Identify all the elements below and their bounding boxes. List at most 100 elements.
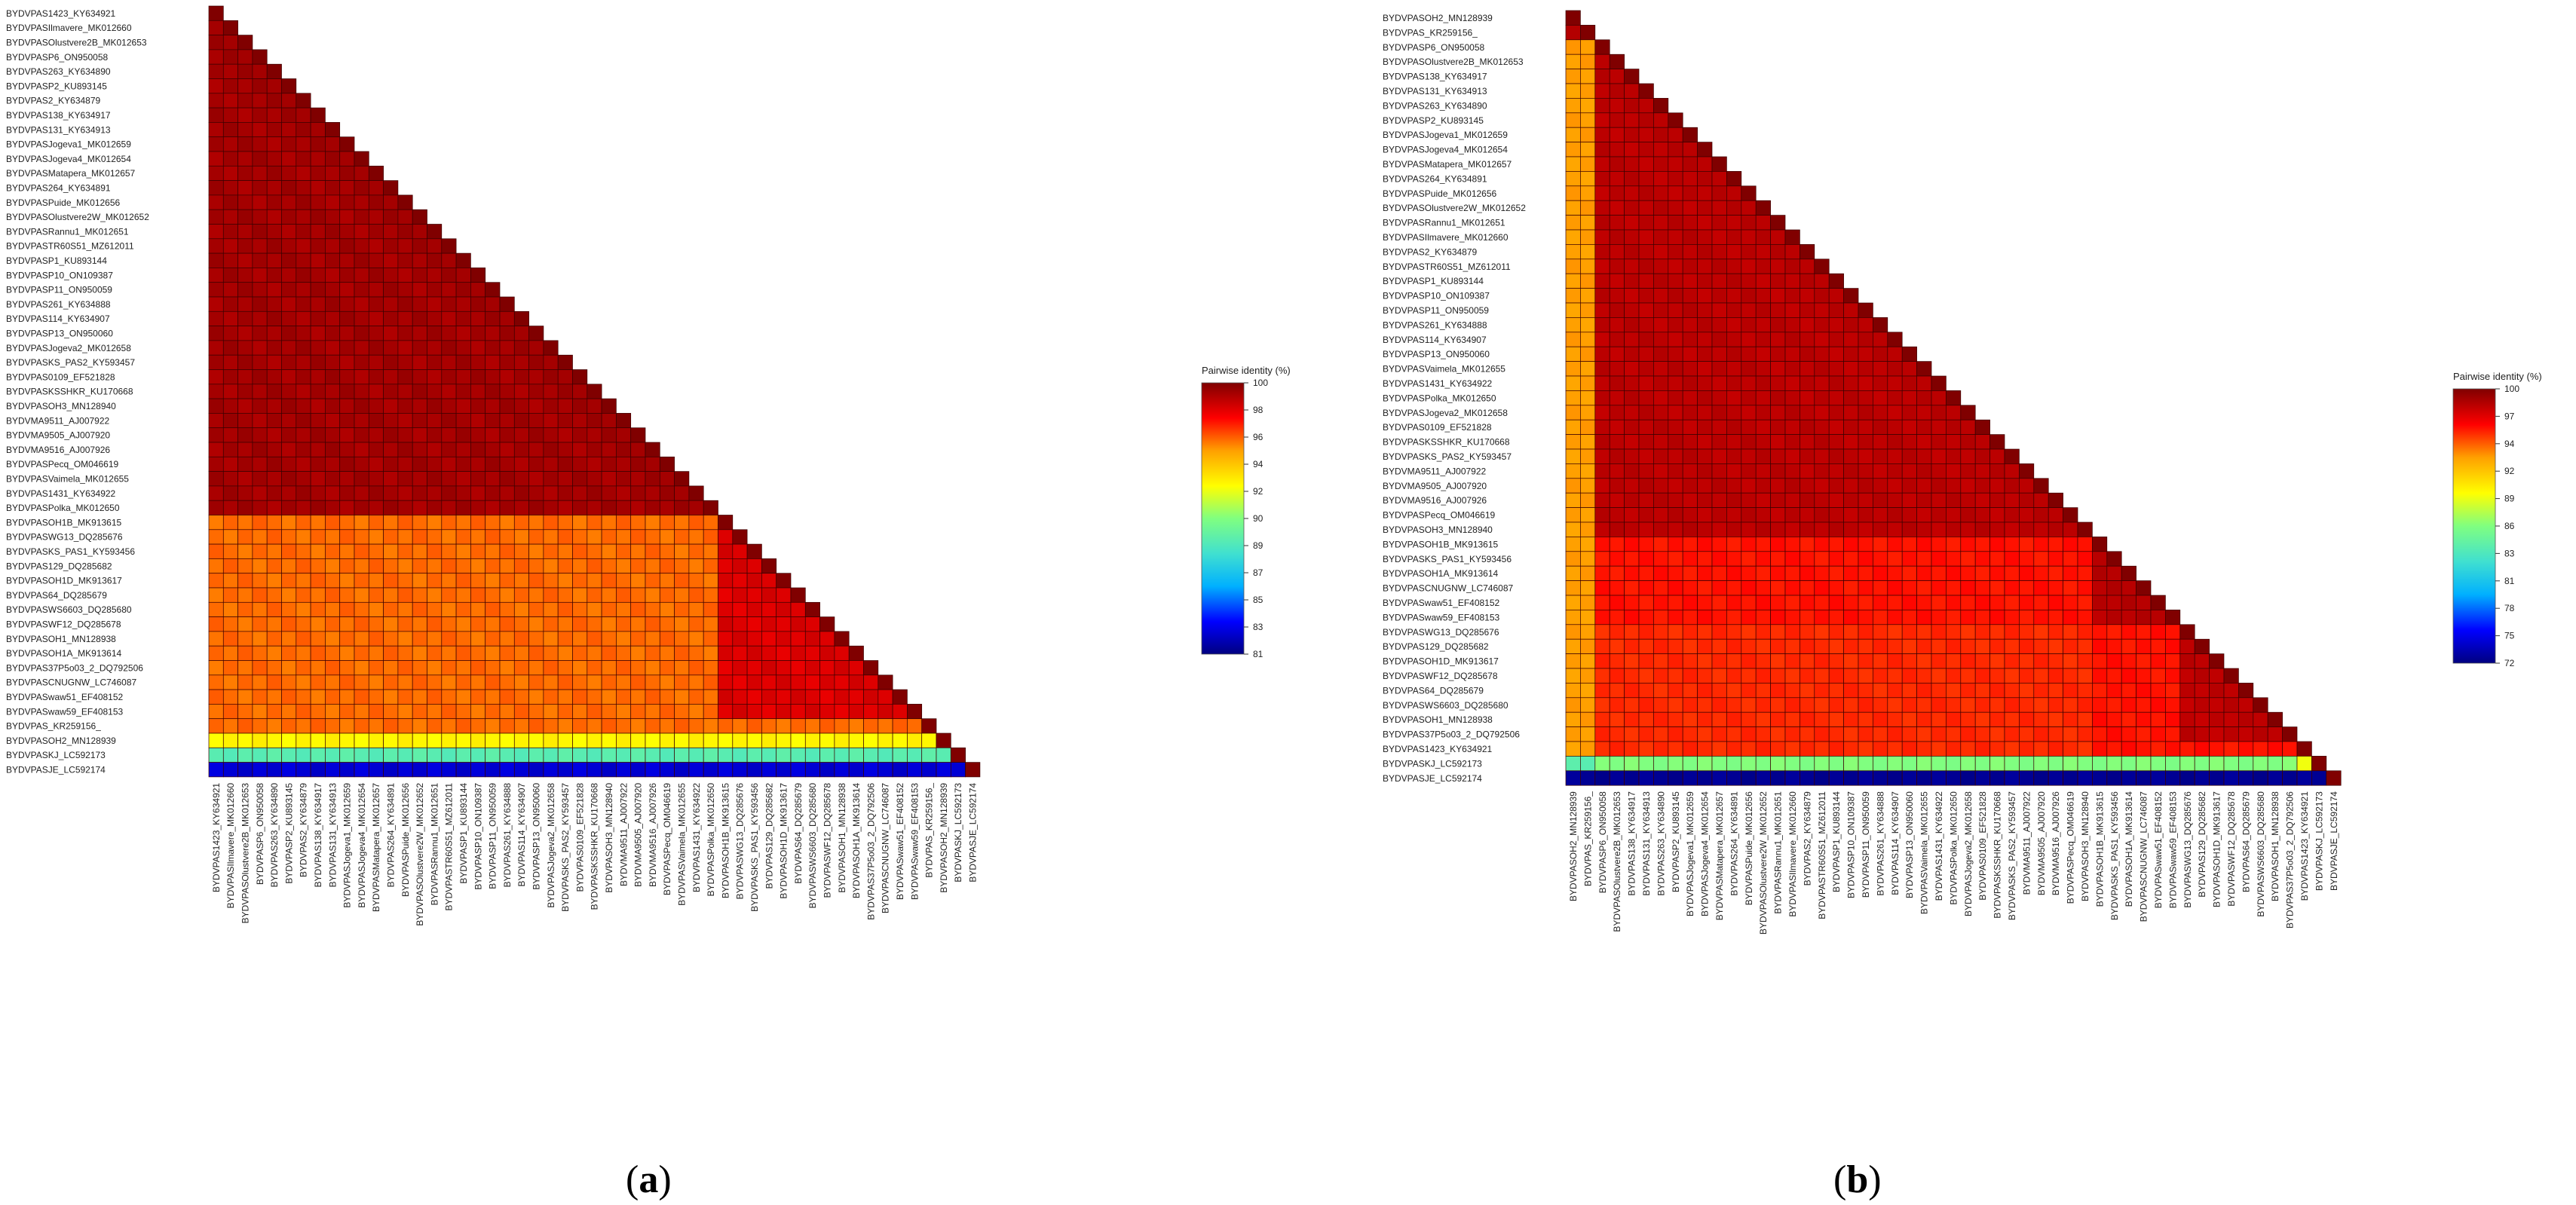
heatmap-cell xyxy=(1653,463,1669,479)
heatmap-cell xyxy=(1682,142,1698,158)
heatmap-cell xyxy=(645,718,660,734)
heatmap-cell xyxy=(1609,83,1625,99)
heatmap-cell xyxy=(266,384,282,399)
heatmap-cell xyxy=(354,689,369,705)
heatmap-cell xyxy=(557,704,573,720)
heatmap-cell xyxy=(1726,537,1742,552)
heatmap-cell xyxy=(354,718,369,734)
heatmap-cell xyxy=(368,369,384,385)
heatmap-cell xyxy=(266,558,282,574)
heatmap-cell xyxy=(1668,521,1683,537)
heatmap-cell xyxy=(572,500,588,515)
heatmap-cell xyxy=(485,296,501,312)
heatmap-cell xyxy=(1594,580,1610,596)
heatmap-cell xyxy=(1565,200,1581,216)
heatmap-cell xyxy=(354,369,369,385)
heatmap-cell xyxy=(2048,610,2063,625)
heatmap-cell xyxy=(1755,595,1771,610)
heatmap-cell xyxy=(2253,741,2268,757)
heatmap-cell xyxy=(427,238,443,254)
heatmap-cell xyxy=(281,689,297,705)
heatmap-cell xyxy=(776,660,792,676)
column-label: BYDVPASOH1D_MK913617 xyxy=(779,783,789,899)
heatmap-cell xyxy=(1624,390,1640,406)
heatmap-cell xyxy=(1843,610,1859,625)
heatmap-cell xyxy=(1814,507,1830,523)
row-label: BYDVPASMatapera_MK012657 xyxy=(6,168,136,179)
heatmap-cell xyxy=(2077,668,2093,684)
heatmap-cell xyxy=(1624,244,1640,260)
heatmap-cell xyxy=(1726,463,1742,479)
heatmap-cell xyxy=(1682,463,1698,479)
heatmap-cell xyxy=(1901,653,1917,669)
heatmap-cell xyxy=(1741,317,1757,333)
heatmap-cell xyxy=(339,296,355,312)
heatmap-cell xyxy=(1624,171,1640,187)
heatmap-cell xyxy=(601,762,617,778)
heatmap-cell xyxy=(1711,697,1727,713)
heatmap-cell xyxy=(1755,258,1771,274)
heatmap-cell xyxy=(804,762,820,778)
heatmap-cell xyxy=(557,732,573,748)
heatmap-cell xyxy=(281,354,297,370)
heatmap-cell xyxy=(1565,419,1581,435)
heatmap-cell xyxy=(412,456,427,472)
heatmap-cell xyxy=(1609,434,1625,450)
heatmap-cell xyxy=(674,558,690,574)
heatmap-cell xyxy=(2019,565,2035,581)
column-label: BYDVPASOH1D_MK913617 xyxy=(2212,791,2222,907)
heatmap-cell xyxy=(281,296,297,312)
heatmap-cell xyxy=(1887,521,1903,537)
heatmap-cell xyxy=(383,689,399,705)
heatmap-cell xyxy=(1609,390,1625,406)
heatmap-cell xyxy=(2121,711,2136,727)
heatmap-cell xyxy=(1755,726,1771,742)
heatmap-cell xyxy=(630,485,646,501)
heatmap-cell xyxy=(339,354,355,370)
heatmap-cell xyxy=(1565,405,1581,421)
heatmap-cell xyxy=(412,310,427,326)
heatmap-cell xyxy=(1770,507,1786,523)
column-label: BYDVPAS64_DQ285679 xyxy=(2241,791,2251,892)
heatmap-cell xyxy=(1873,346,1888,362)
heatmap-cell xyxy=(266,456,282,472)
heatmap-cell xyxy=(572,732,588,748)
heatmap-cells-a xyxy=(208,5,981,778)
heatmap-cell xyxy=(601,645,617,661)
heatmap-cell xyxy=(1901,624,1917,640)
heatmap-cell xyxy=(222,732,238,748)
heatmap-cell xyxy=(1843,595,1859,610)
heatmap-cell xyxy=(1638,565,1654,581)
heatmap-cell xyxy=(688,645,704,661)
heatmap-cell xyxy=(1697,756,1713,772)
heatmap-cell xyxy=(1916,668,1932,684)
heatmap-cell xyxy=(281,587,297,603)
heatmap-cell xyxy=(804,601,820,617)
heatmap-cell xyxy=(281,718,297,734)
heatmap-cell xyxy=(485,558,501,574)
heatmap-cell xyxy=(325,369,341,385)
heatmap-cell xyxy=(513,369,529,385)
heatmap-cell xyxy=(790,631,806,647)
heatmap-cell xyxy=(325,310,341,326)
heatmap-cell xyxy=(513,500,529,515)
heatmap-cell xyxy=(1901,375,1917,391)
heatmap-cell xyxy=(325,122,341,138)
heatmap-cell xyxy=(455,252,471,268)
heatmap-cell xyxy=(266,660,282,676)
heatmap-cell xyxy=(1638,668,1654,684)
heatmap-cell xyxy=(455,398,471,414)
heatmap-cell xyxy=(1931,405,1947,421)
heatmap-cell xyxy=(427,529,443,545)
heatmap-cell xyxy=(528,340,544,356)
heatmap-cell xyxy=(499,500,515,515)
heatmap-cell xyxy=(1638,185,1654,201)
heatmap-cell xyxy=(1873,405,1888,421)
heatmap-cell xyxy=(804,616,820,632)
heatmap-cell xyxy=(1668,332,1683,347)
heatmap-cell xyxy=(557,587,573,603)
heatmap-cell xyxy=(1916,711,1932,727)
heatmap-cell xyxy=(310,282,326,298)
heatmap-cell xyxy=(412,354,427,370)
heatmap-cell xyxy=(1594,638,1610,654)
